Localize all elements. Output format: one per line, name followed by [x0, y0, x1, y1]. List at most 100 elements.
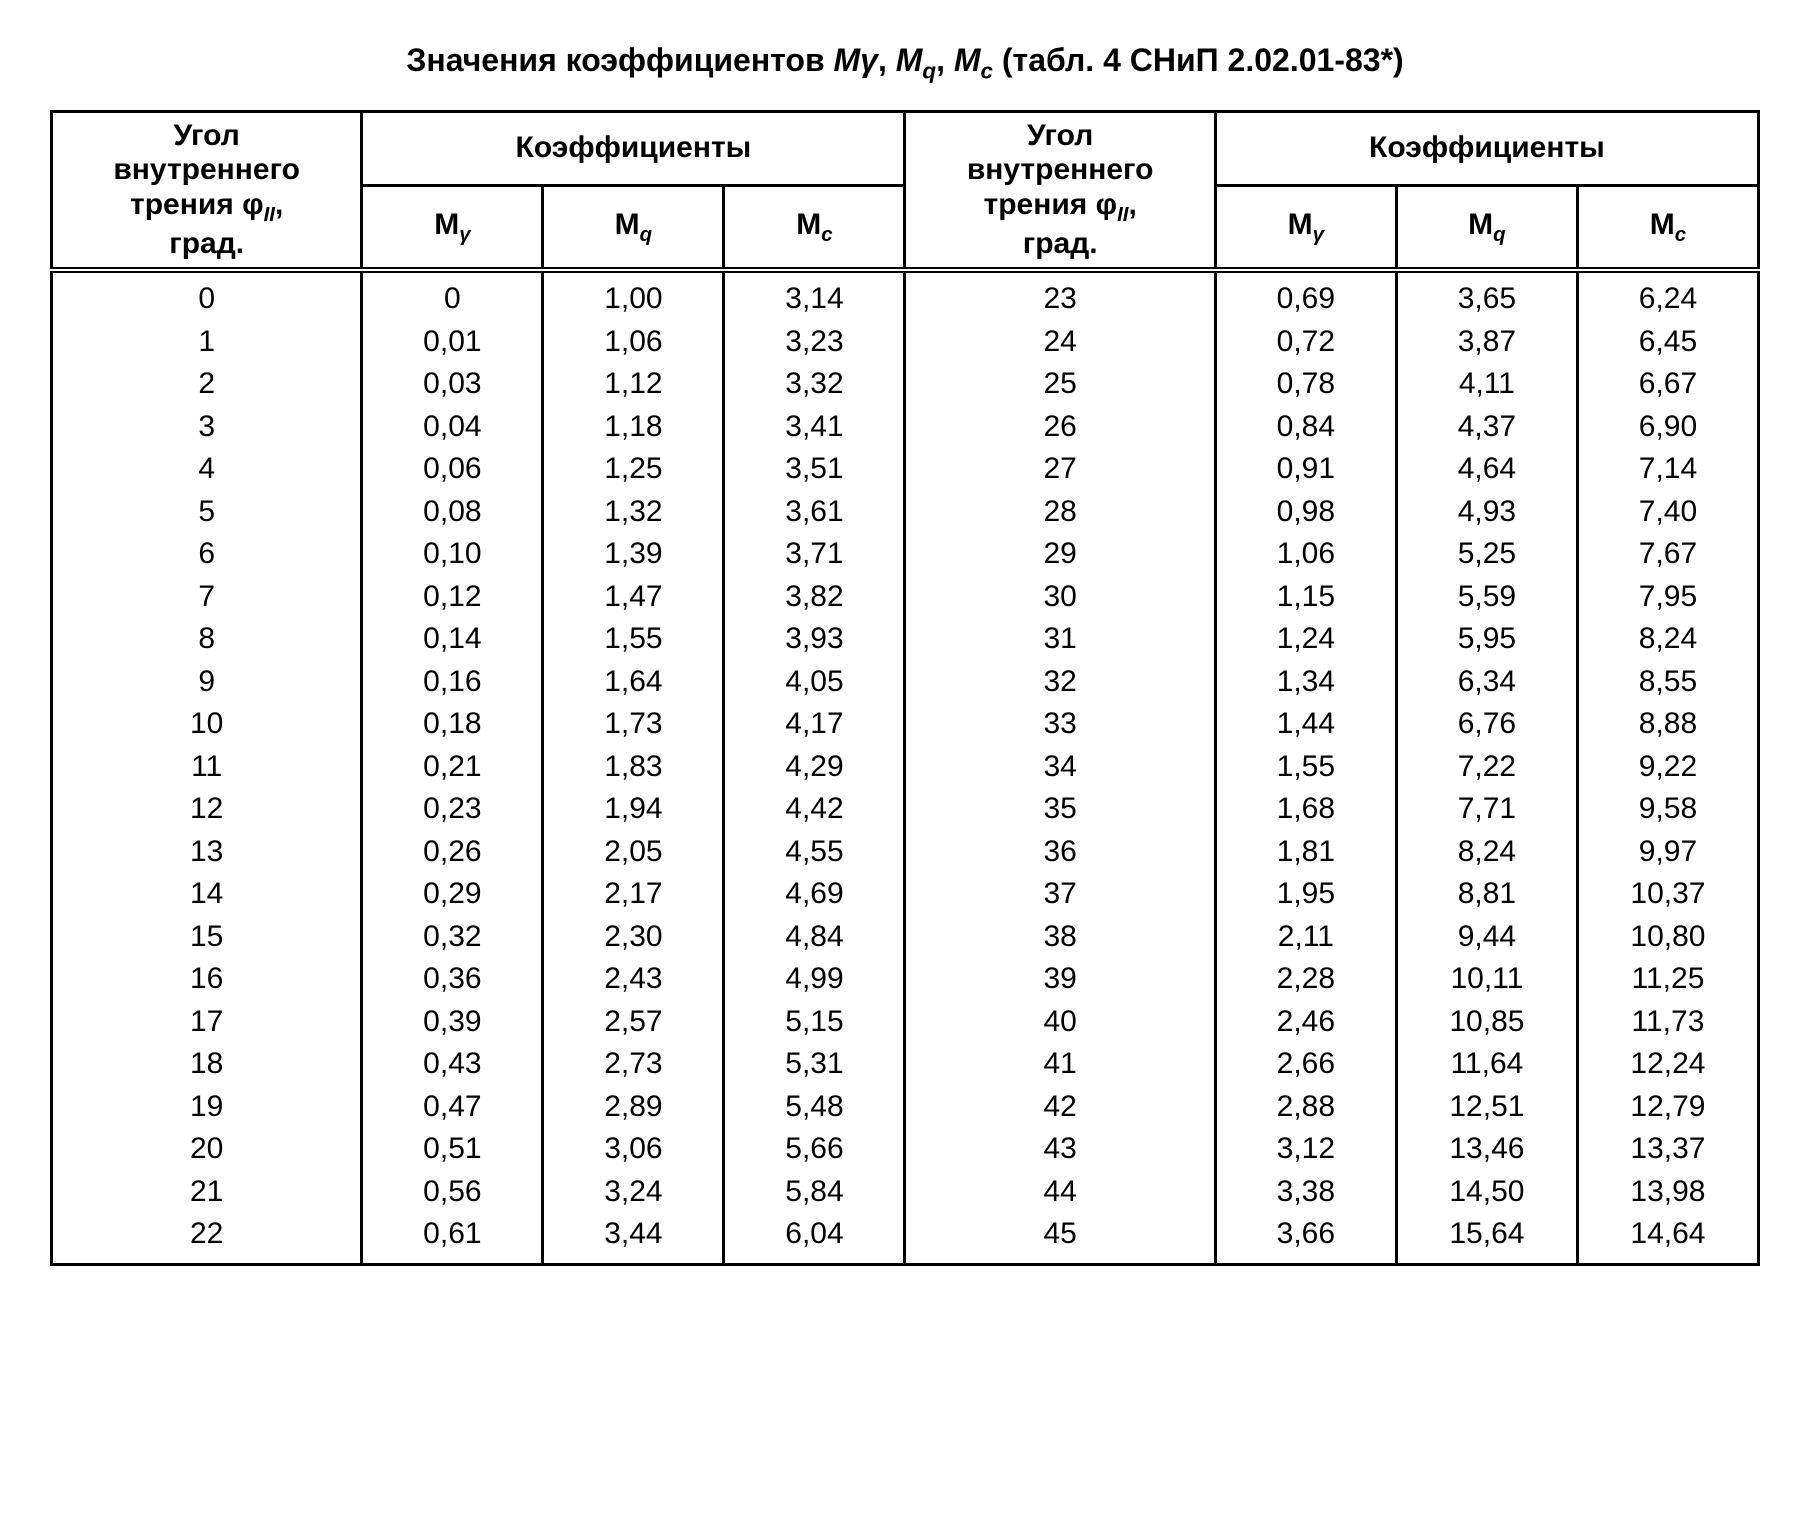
- table-cell: 3,24: [543, 1171, 724, 1214]
- table-cell: 1,32: [543, 491, 724, 534]
- table-cell: 12,51: [1396, 1086, 1577, 1129]
- table-body: 001,003,14230,693,656,2410,011,063,23240…: [52, 270, 1759, 1264]
- title-prefix: Значения коэффициентов: [406, 42, 833, 78]
- table-cell: 10,37: [1577, 873, 1758, 916]
- table-cell: 10,85: [1396, 1001, 1577, 1044]
- table-cell: 2: [52, 363, 362, 406]
- table-cell: 31: [905, 618, 1215, 661]
- table-cell: 2,05: [543, 831, 724, 874]
- table-cell: 4,42: [724, 788, 905, 831]
- table-cell: 8,55: [1577, 661, 1758, 704]
- table-cell: 1,15: [1215, 576, 1396, 619]
- table-cell: 12,24: [1577, 1043, 1758, 1086]
- table-row: 10,011,063,23240,723,876,45: [52, 321, 1759, 364]
- table-cell: 2,46: [1215, 1001, 1396, 1044]
- table-cell: 7: [52, 576, 362, 619]
- table-cell: 2,30: [543, 916, 724, 959]
- table-cell: 0,21: [362, 746, 543, 789]
- table-cell: 0,16: [362, 661, 543, 704]
- table-cell: 3,23: [724, 321, 905, 364]
- table-cell: 3,93: [724, 618, 905, 661]
- table-row: 110,211,834,29341,557,229,22: [52, 746, 1759, 789]
- table-cell: 3,14: [724, 270, 905, 321]
- table-cell: 2,17: [543, 873, 724, 916]
- table-cell: 3,12: [1215, 1128, 1396, 1171]
- title-sep1: ,: [878, 42, 896, 78]
- table-cell: 1,18: [543, 406, 724, 449]
- table-cell: 5,48: [724, 1086, 905, 1129]
- table-cell: 19: [52, 1086, 362, 1129]
- table-cell: 7,22: [1396, 746, 1577, 789]
- table-cell: 6,45: [1577, 321, 1758, 364]
- table-row: 210,563,245,84443,3814,5013,98: [52, 1171, 1759, 1214]
- table-cell: 1,81: [1215, 831, 1396, 874]
- table-cell: 45: [905, 1213, 1215, 1264]
- title-m-c: Mc: [954, 42, 993, 78]
- table-cell: 3,44: [543, 1213, 724, 1264]
- table-cell: 24: [905, 321, 1215, 364]
- table-cell: 0,39: [362, 1001, 543, 1044]
- table-cell: 1,25: [543, 448, 724, 491]
- header-coeff-group-right: Коэффициенты: [1215, 111, 1758, 185]
- table-cell: 1,06: [1215, 533, 1396, 576]
- table-cell: 5,15: [724, 1001, 905, 1044]
- table-cell: 13,98: [1577, 1171, 1758, 1214]
- table-cell: 13: [52, 831, 362, 874]
- table-cell: 0,69: [1215, 270, 1396, 321]
- table-cell: 13,37: [1577, 1128, 1758, 1171]
- title-m-q: Mq: [896, 42, 936, 78]
- table-cell: 0,01: [362, 321, 543, 364]
- header-m-gamma-right: Mγ: [1215, 185, 1396, 270]
- table-cell: 3,06: [543, 1128, 724, 1171]
- table-cell: 6,90: [1577, 406, 1758, 449]
- table-row: 150,322,304,84382,119,4410,80: [52, 916, 1759, 959]
- table-cell: 42: [905, 1086, 1215, 1129]
- table-cell: 30: [905, 576, 1215, 619]
- table-cell: 3,82: [724, 576, 905, 619]
- table-cell: 0,32: [362, 916, 543, 959]
- table-cell: 0,18: [362, 703, 543, 746]
- table-cell: 6,34: [1396, 661, 1577, 704]
- table-cell: 2,11: [1215, 916, 1396, 959]
- table-cell: 9,58: [1577, 788, 1758, 831]
- table-row: 001,003,14230,693,656,24: [52, 270, 1759, 321]
- table-cell: 0,26: [362, 831, 543, 874]
- table-cell: 0,12: [362, 576, 543, 619]
- table-cell: 11,73: [1577, 1001, 1758, 1044]
- table-cell: 4: [52, 448, 362, 491]
- table-cell: 29: [905, 533, 1215, 576]
- table-cell: 3,32: [724, 363, 905, 406]
- table-cell: 28: [905, 491, 1215, 534]
- table-cell: 21: [52, 1171, 362, 1214]
- table-cell: 22: [52, 1213, 362, 1264]
- table-cell: 1,64: [543, 661, 724, 704]
- table-cell: 41: [905, 1043, 1215, 1086]
- table-cell: 36: [905, 831, 1215, 874]
- table-header: Угол внутреннего трения φII, град. Коэфф…: [52, 111, 1759, 270]
- table-cell: 0,51: [362, 1128, 543, 1171]
- table-cell: 17: [52, 1001, 362, 1044]
- table-cell: 1,12: [543, 363, 724, 406]
- table-cell: 6: [52, 533, 362, 576]
- table-cell: 0,91: [1215, 448, 1396, 491]
- table-cell: 40: [905, 1001, 1215, 1044]
- table-cell: 34: [905, 746, 1215, 789]
- table-cell: 3,38: [1215, 1171, 1396, 1214]
- table-cell: 3,87: [1396, 321, 1577, 364]
- table-cell: 5,25: [1396, 533, 1577, 576]
- table-cell: 5: [52, 491, 362, 534]
- table-cell: 12,79: [1577, 1086, 1758, 1129]
- table-cell: 14,50: [1396, 1171, 1577, 1214]
- table-row: 20,031,123,32250,784,116,67: [52, 363, 1759, 406]
- table-cell: 8,88: [1577, 703, 1758, 746]
- coefficients-table: Угол внутреннего трения φII, град. Коэфф…: [50, 110, 1760, 1266]
- table-cell: 15: [52, 916, 362, 959]
- title-m-gamma: Mγ: [834, 42, 878, 78]
- table-cell: 1,24: [1215, 618, 1396, 661]
- table-cell: 4,99: [724, 958, 905, 1001]
- table-cell: 1,55: [543, 618, 724, 661]
- table-row: 30,041,183,41260,844,376,90: [52, 406, 1759, 449]
- table-cell: 1,73: [543, 703, 724, 746]
- table-cell: 20: [52, 1128, 362, 1171]
- table-cell: 0,84: [1215, 406, 1396, 449]
